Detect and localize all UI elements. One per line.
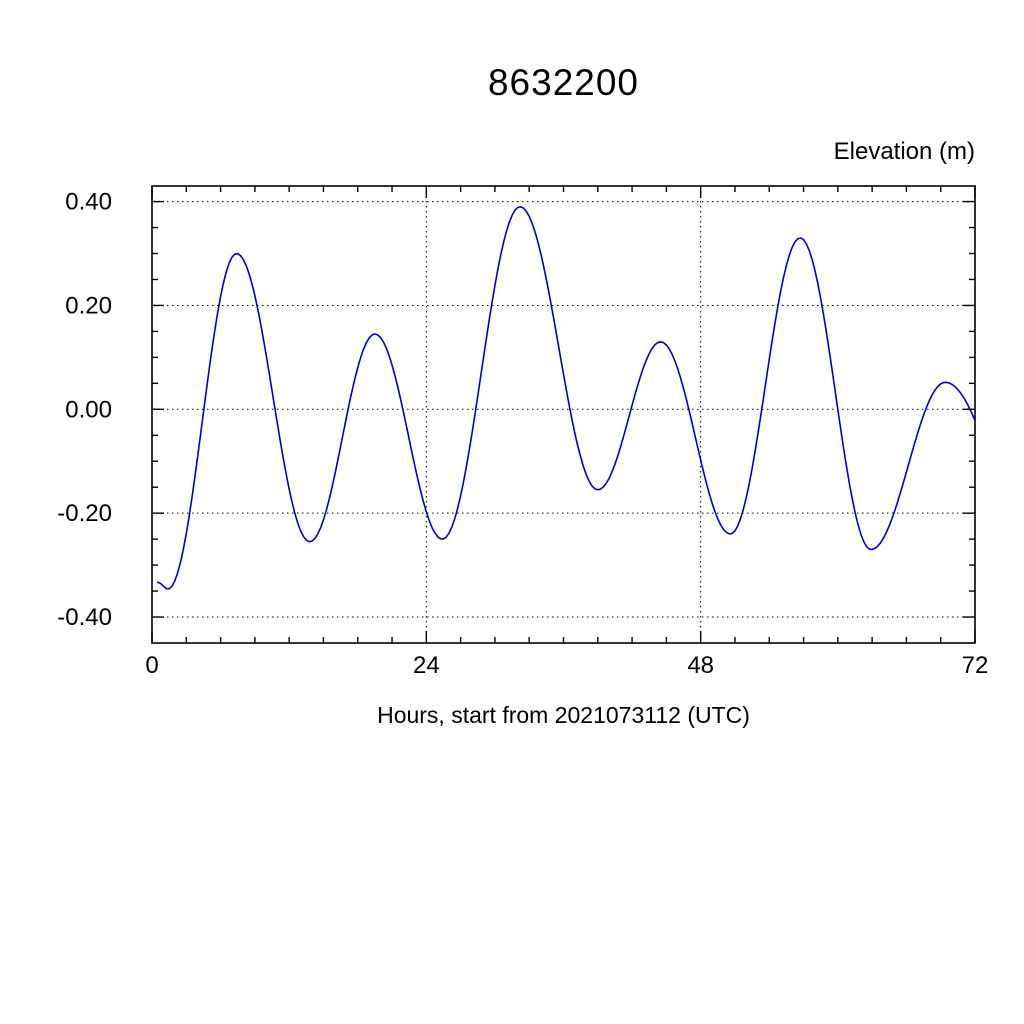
y-tick-label: 0.00 (65, 396, 112, 423)
tide-curve (156, 206, 976, 590)
chart-title: 8632200 (487, 62, 640, 103)
x-tick-label: 48 (687, 652, 714, 679)
y-axis-title: Elevation (m) (833, 138, 975, 165)
y-tick-label: -0.40 (57, 604, 112, 631)
x-tick-label: 24 (413, 652, 440, 679)
x-axis-label: Hours, start from 2021073112 (UTC) (377, 702, 750, 728)
x-tick-label: 72 (962, 652, 989, 679)
y-tick-label: 0.40 (65, 189, 112, 216)
y-tick-label: -0.20 (57, 500, 112, 527)
y-tick-label: 0.20 (65, 292, 112, 319)
x-tick-label: 0 (145, 652, 158, 679)
